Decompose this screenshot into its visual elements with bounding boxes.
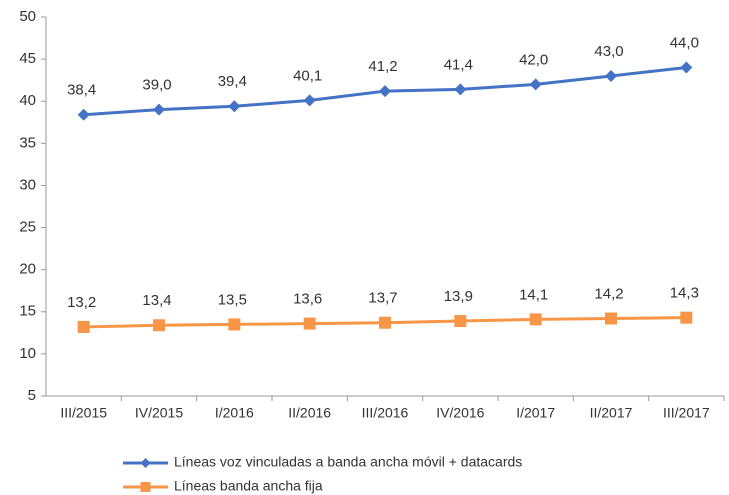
point — [680, 61, 693, 74]
y-tick-label: 30 — [19, 176, 36, 193]
point — [379, 316, 391, 329]
value-label: 39,4 — [218, 73, 247, 90]
legend-label: Líneas banda ancha fija — [174, 478, 323, 494]
value-label: 13,6 — [293, 291, 322, 308]
value-label: 39,0 — [142, 77, 171, 94]
value-label: 14,2 — [594, 285, 623, 302]
point — [605, 69, 617, 82]
x-tick-label: IV/2016 — [436, 405, 484, 421]
x-tick-label: I/2017 — [516, 405, 555, 421]
legend-marker — [140, 482, 151, 492]
value-label: 40,1 — [293, 67, 322, 84]
point — [379, 85, 391, 98]
point — [228, 100, 241, 113]
point — [77, 108, 90, 121]
y-tick-label: 50 — [19, 8, 36, 25]
y-tick-label: 15 — [19, 303, 36, 320]
value-label: 41,4 — [444, 56, 473, 73]
y-tick-label: 25 — [19, 219, 36, 236]
value-label: 13,9 — [444, 288, 473, 305]
value-label: 13,7 — [368, 290, 397, 307]
y-tick-label: 10 — [19, 345, 36, 362]
point — [454, 315, 467, 328]
x-tick-label: II/2017 — [590, 405, 633, 421]
value-label: 14,3 — [670, 285, 699, 302]
point — [153, 103, 165, 116]
value-label: 38,4 — [67, 82, 96, 99]
value-label: 13,4 — [142, 292, 171, 309]
x-tick-label: II/2016 — [288, 405, 331, 421]
point — [529, 78, 542, 91]
point — [153, 319, 165, 332]
y-tick-label: 40 — [19, 92, 36, 109]
point — [605, 312, 617, 325]
x-tick-label: I/2016 — [215, 405, 254, 421]
value-label: 13,2 — [67, 294, 96, 311]
y-tick-label: 20 — [19, 261, 36, 278]
x-tick-label: IV/2015 — [135, 405, 183, 421]
x-tick-label: III/2015 — [60, 405, 107, 421]
x-tick-label: III/2017 — [663, 405, 710, 421]
point — [228, 318, 241, 331]
value-label: 14,1 — [519, 286, 548, 303]
point — [303, 317, 316, 330]
legend-marker — [140, 458, 151, 468]
point — [680, 311, 693, 324]
point — [77, 320, 90, 333]
x-tick-label: III/2016 — [362, 405, 409, 421]
value-label: 42,0 — [519, 51, 548, 68]
point — [303, 94, 316, 107]
y-tick-label: 35 — [19, 134, 36, 151]
y-tick-label: 45 — [19, 50, 36, 67]
value-label: 44,0 — [670, 35, 699, 52]
point — [454, 83, 467, 96]
legend-label: Líneas voz vinculadas a banda ancha móvi… — [174, 454, 522, 470]
value-label: 13,5 — [218, 291, 247, 308]
value-label: 43,0 — [594, 43, 623, 60]
point — [529, 313, 542, 326]
y-tick-label: 5 — [28, 387, 36, 404]
value-label: 41,2 — [368, 58, 397, 75]
